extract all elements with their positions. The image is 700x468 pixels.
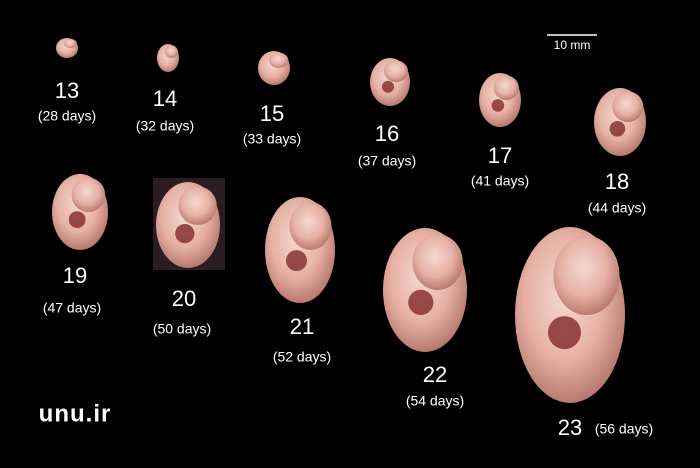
stage-number: 18 [605,169,629,194]
stage-number: 17 [488,143,512,168]
embryo-liver [68,211,86,229]
embryo-liver [175,224,195,244]
stage-number: 20 [172,286,196,311]
stage-number: 16 [375,121,399,146]
embryo-liver [382,80,394,93]
stage-age: (37 days) [358,153,416,169]
watermark: unu.ir [39,400,112,427]
stage-age: (56 days) [595,421,653,437]
embryo-liver [548,316,581,350]
stage-age: (33 days) [243,131,301,147]
stage-age: (47 days) [43,300,101,316]
embryo-head [493,75,519,100]
embryo-head [269,52,289,68]
stage-age: (32 days) [136,118,194,134]
stage-age: (52 days) [273,349,331,365]
embryo-liver [286,250,307,272]
stage-number: 13 [55,78,79,103]
stage-number: 19 [63,263,87,288]
embryo-head [384,60,408,82]
embryo-liver [609,121,626,137]
stage-age: (50 days) [153,321,211,337]
stage-number: 23 [558,415,582,440]
embryo-head [178,186,217,225]
embryo-liver [408,289,434,315]
stage-age: (41 days) [471,173,529,189]
embryo-head [412,234,463,290]
embryo-liver [491,99,505,112]
embryo-head [164,45,178,58]
stage-number: 22 [423,362,447,387]
stage-number: 14 [153,86,177,111]
stage-number: 21 [290,314,314,339]
embryo-head [553,235,620,315]
embryo-head [71,177,106,212]
stage-age: (54 days) [406,393,464,409]
stage-number: 15 [260,101,284,126]
scale-label: 10 mm [554,38,591,52]
embryo-head [612,91,644,122]
stage-age: (28 days) [38,108,96,124]
embryo-head [289,202,332,250]
embryo-head [63,39,77,48]
stage-age: (44 days) [588,200,646,216]
